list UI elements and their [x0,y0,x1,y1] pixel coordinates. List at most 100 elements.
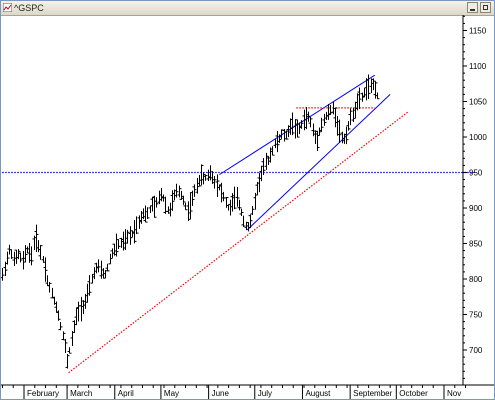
price-bar [150,196,155,212]
price-bar [14,249,19,264]
price-bar [3,261,8,277]
price-bar [295,119,300,138]
price-bar [18,252,23,263]
price-bar [152,195,157,218]
price-bar [96,259,101,273]
price-bar [154,197,159,208]
price-bar [188,192,193,220]
price-bar [224,197,229,208]
price-bar [239,208,244,216]
price-bar [72,320,77,333]
title-bar[interactable]: ^GSPC [1,1,494,16]
price-bar [45,275,50,287]
price-bar [201,172,206,185]
price-bar [315,130,320,152]
price-bars [1,74,380,369]
price-bar [210,171,215,184]
price-bar [297,122,302,135]
price-bar [255,181,260,196]
price-bar [70,331,75,347]
price-bar [279,129,284,139]
price-bar [317,127,322,136]
price-bar [250,206,255,216]
price-bar [270,146,275,156]
price-bar [186,201,191,222]
price-bar [85,283,90,303]
price-bar [277,134,282,143]
y-tick-label: 850 [469,240,483,249]
y-tick-label: 700 [469,346,483,355]
price-bar [90,273,95,284]
window-title: ^GSPC [14,3,44,13]
price-bar [121,231,126,251]
price-bar [319,117,324,132]
price-bar [36,240,41,253]
price-bar [61,331,66,340]
y-tick-label: 800 [469,275,483,284]
y-tick-label: 1100 [469,62,487,71]
price-bar [134,216,139,235]
maximize-button[interactable] [480,2,491,13]
price-bar [32,235,37,251]
price-bar [38,245,43,260]
price-bar [266,156,271,166]
long-term-support-line [68,110,409,374]
x-tick-label: February [27,389,59,398]
price-bar [52,296,57,305]
price-bar [29,246,34,266]
price-bar [41,255,46,263]
price-bar [47,282,52,293]
price-bar [103,269,108,279]
price-bar [215,174,220,198]
maximize-icon [483,5,488,10]
price-bar [108,253,113,265]
rising-channel-lower-line [246,94,391,231]
price-bar [190,190,195,206]
price-bar [181,195,186,205]
y-tick-label: 750 [469,311,483,320]
price-bar [259,165,264,182]
price-bar [99,260,104,279]
price-bar [132,220,137,244]
price-bar [183,202,188,211]
x-tick-label: Nov [447,389,461,398]
minimize-icon [470,9,475,11]
price-bar [311,123,316,137]
x-tick-label: September [353,389,392,398]
price-bar [12,251,17,267]
y-tick-label: 950 [469,169,483,178]
price-bar [116,239,121,250]
x-axis: February March April May June July August Septe… [1,384,494,399]
price-bar [157,190,162,205]
price-bar [261,158,266,176]
price-bar [331,101,336,115]
price-bar [23,245,28,263]
price-bar [357,87,362,110]
price-bar [199,164,204,186]
x-tick-label: July [258,389,272,398]
x-tick-label: August [305,389,331,398]
price-bar [105,263,110,272]
x-tick-label: March [70,389,92,398]
price-bar [248,214,253,228]
x-tick-label: April [118,389,134,398]
minimize-button[interactable] [467,2,478,13]
price-bar [110,248,115,258]
price-bar [177,185,182,198]
price-bar [366,74,371,99]
price-bar [63,338,68,354]
price-bar [16,249,21,260]
price-bar [237,199,242,211]
price-bar [81,300,86,315]
price-bar [353,101,358,119]
price-bar [25,246,30,254]
price-bar [125,229,130,244]
price-bar [5,251,10,265]
price-bar [58,322,63,331]
price-bar [337,119,342,143]
price-bar [114,233,119,257]
price-bar [232,186,237,210]
price-bar [212,175,217,189]
price-bar [355,93,360,111]
